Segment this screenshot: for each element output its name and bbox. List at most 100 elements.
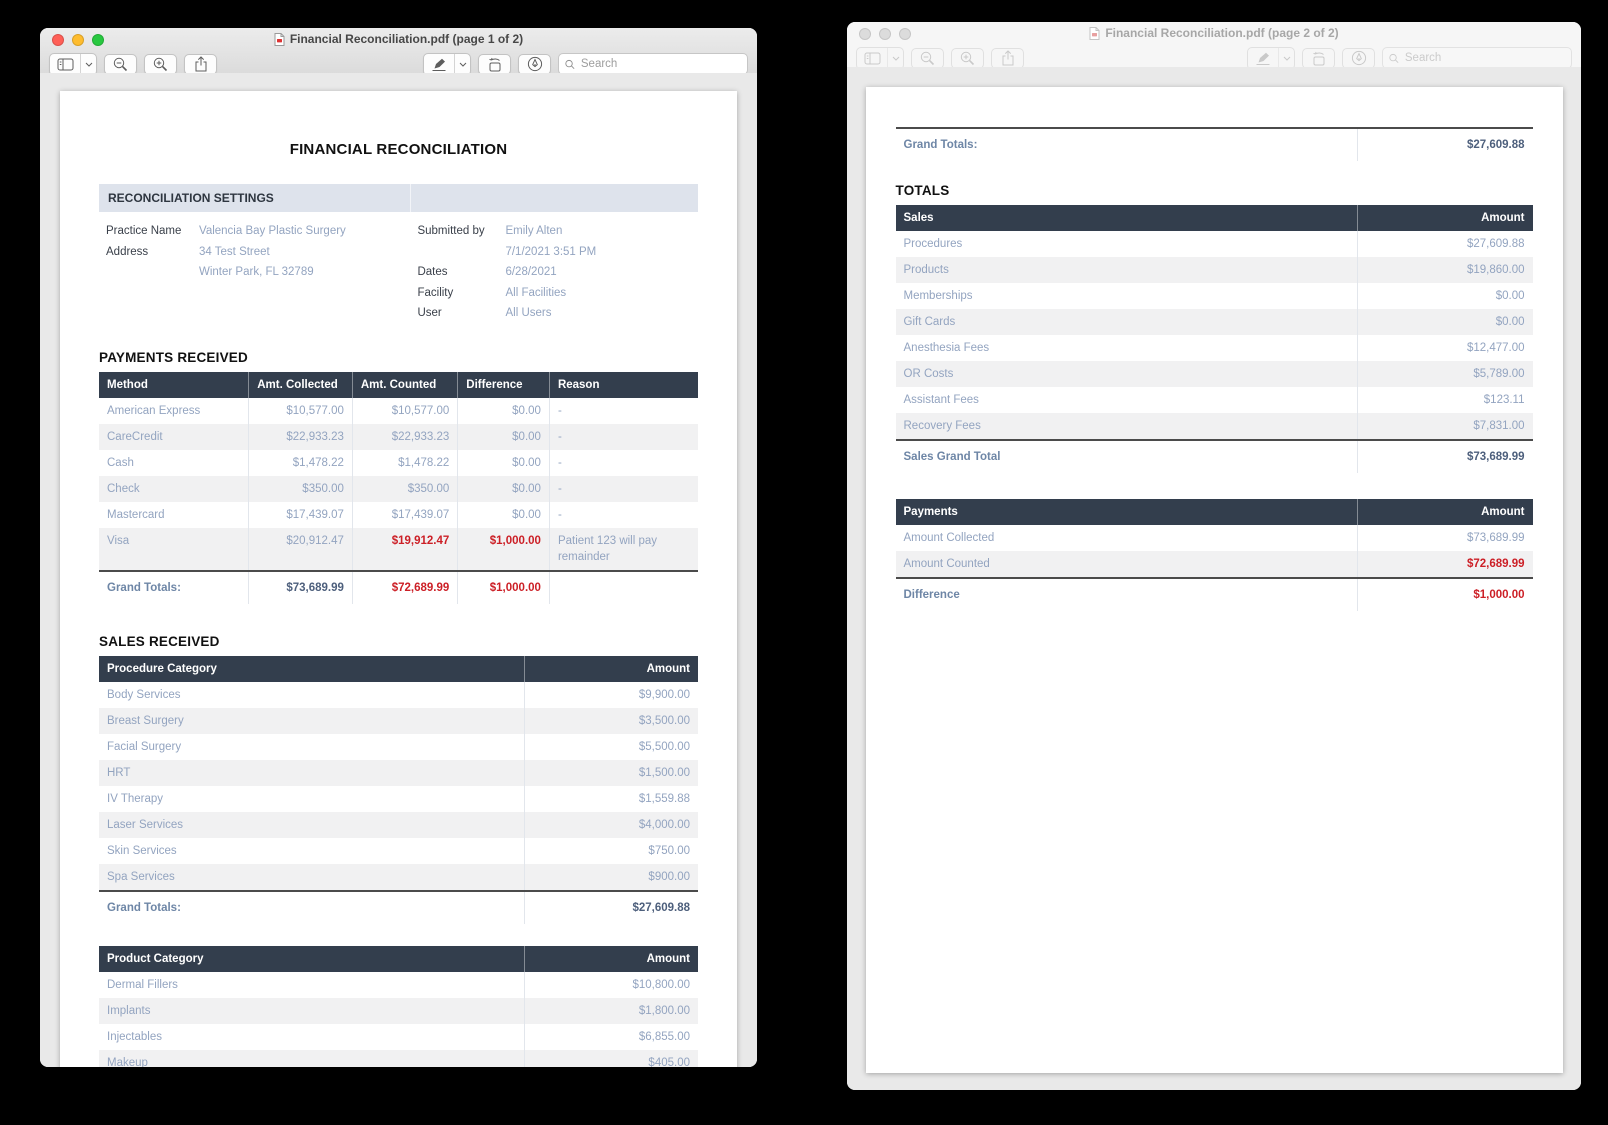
zoom-out-button[interactable] (104, 53, 137, 75)
close-button[interactable] (859, 28, 871, 40)
rotate-button[interactable] (1302, 47, 1335, 69)
table-cell: $1,500.00 (523, 759, 698, 786)
sales-received-heading: SALES RECEIVED (99, 633, 220, 649)
table-cell: Recovery Fees (895, 413, 1358, 440)
table-header-row: Procedure Category Amount (99, 655, 698, 682)
table-cell: $27,609.88 (523, 889, 698, 924)
window-chrome: Financial Reconciliation.pdf (page 2 of … (847, 22, 1581, 74)
totals-heading: TOTALS (895, 183, 950, 198)
table-row: Anesthesia Fees $12,477.00 (896, 335, 1533, 361)
zoom-in-icon (960, 51, 975, 65)
column-header: Reason (548, 371, 698, 398)
close-button[interactable] (52, 34, 64, 46)
titlebar[interactable]: Financial Reconciliation.pdf (page 1 of … (40, 28, 757, 49)
chevron-down-icon (85, 62, 92, 67)
table-row: Implants $1,800.00 (99, 997, 698, 1024)
table-row: Assistant Fees $123.11 (896, 387, 1533, 413)
table-row: Visa $20,912.47 $19,912.47 $1,000.00 Patient… (99, 527, 698, 571)
table-cell: Facial Surgery (107, 740, 182, 753)
preview-window-page1: Financial Reconciliation.pdf (page 1 of … (40, 28, 757, 1067)
table-cell: Implants (99, 997, 525, 1024)
sketch-markup-button[interactable] (518, 53, 551, 75)
search-input[interactable] (578, 57, 741, 71)
field-label: Practice Name (106, 225, 182, 237)
document-viewport[interactable]: Grand Totals: $27,609.88 TOTALS Sales Amou… (847, 67, 1581, 1090)
table-cell: Anesthesia Fees (903, 342, 990, 354)
table-header-row: Product Category Amount (99, 945, 698, 972)
column-header: Amount (523, 945, 698, 972)
table-row: Spa Services $900.00 (99, 863, 698, 891)
table-cell: $350.00 (351, 475, 458, 502)
table-cell: $22,933.23 (248, 423, 353, 450)
table-cell: $0.00 (457, 501, 550, 528)
minimize-button[interactable] (879, 28, 891, 40)
table-row: Grand Totals: $27,609.88 (99, 889, 698, 924)
table-cell: Grand Totals: (99, 889, 525, 924)
pdf-document-icon (1089, 26, 1100, 40)
table-cell: $5,789.00 (1356, 361, 1533, 387)
table-row: HRT $1,500.00 (99, 759, 698, 786)
table-cell: Products (895, 257, 1358, 283)
fullscreen-button[interactable] (899, 28, 911, 40)
search-icon (1389, 53, 1399, 63)
table-cell: $0.00 (457, 449, 550, 476)
table-cell: $27,609.88 (1356, 231, 1533, 257)
table-cell: $3,500.00 (523, 707, 698, 734)
zoom-in-icon (153, 57, 168, 71)
table-cell: Patient 123 will pay remainder (548, 527, 698, 571)
markup-pen-button[interactable] (423, 52, 471, 76)
field-label: Submitted by (417, 225, 485, 237)
table-cell: $123.11 (1356, 387, 1533, 413)
table-row: Memberships $0.00 (896, 283, 1533, 309)
sketch-markup-button[interactable] (1342, 47, 1375, 69)
table-cell: Injectables (107, 1030, 162, 1043)
share-button[interactable] (184, 53, 217, 75)
table-cell: $73,689.99 (248, 569, 353, 604)
rotate-left-icon (1312, 51, 1324, 66)
table-row: Breast Surgery $3,500.00 (99, 707, 698, 734)
table-cell: $750.00 (523, 837, 698, 864)
marker-pen-icon (432, 58, 446, 71)
table-cell: $12,477.00 (1356, 335, 1533, 361)
column-header: Amount (1356, 499, 1533, 525)
window-title: Financial Reconciliation.pdf (page 1 of … (289, 32, 524, 46)
zoom-in-button[interactable] (951, 47, 984, 69)
table-cell: $9,900.00 (523, 681, 698, 708)
table-row: Grand Totals: $27,609.88 (895, 127, 1533, 161)
table-cell: $19,912.47 (351, 527, 458, 571)
sidebar-icon (57, 58, 73, 70)
table-cell: $1,559.88 (523, 785, 698, 812)
table-cell: Skin Services (107, 844, 177, 857)
zoom-out-button[interactable] (911, 47, 944, 69)
table-row: Check $350.00 $350.00 $0.00- (99, 475, 698, 502)
document-title: FINANCIAL RECONCILIATION (289, 141, 508, 158)
titlebar[interactable]: Financial Reconciliation.pdf (page 2 of … (847, 22, 1581, 43)
table-cell: $72,689.99 (351, 569, 458, 604)
search-field (1382, 47, 1572, 69)
field-value: 7/1/2021 3:51 PM (505, 245, 597, 258)
field-value: All Facilities (505, 286, 567, 299)
search-input[interactable] (1402, 51, 1565, 65)
table-cell: Laser Services (99, 811, 525, 838)
table-row: Amount Counted $72,689.99 (895, 551, 1533, 578)
table-row: Sales Grand Total $73,689.99 (895, 439, 1533, 473)
table-cell: $27,609.88 (1356, 127, 1533, 161)
payments-received-heading: PAYMENTS RECEIVED (99, 349, 248, 365)
field-label: Address (106, 245, 149, 258)
settings-fields: Practice Name Valencia Bay Plastic Surger… (99, 212, 698, 324)
table-cell: $17,439.07 (248, 501, 353, 528)
table-row: Skin Services $750.00 (99, 837, 698, 864)
table-cell: $1,000.00 (457, 569, 550, 604)
share-button[interactable] (991, 47, 1024, 69)
pdf-page-2: Grand Totals: $27,609.88 TOTALS Sales Amou… (865, 87, 1563, 1073)
document-viewport[interactable]: FINANCIAL RECONCILIATION RECONCILIATION … (40, 73, 757, 1067)
table-row: Products $19,860.00 (895, 257, 1533, 283)
minimize-button[interactable] (72, 34, 84, 46)
share-icon (195, 56, 206, 72)
table-cell: Dermal Fillers (107, 978, 178, 991)
fullscreen-button[interactable] (92, 34, 104, 46)
zoom-in-button[interactable] (144, 53, 177, 75)
rotate-button[interactable] (478, 53, 511, 75)
rotate-left-icon (488, 57, 500, 72)
table-cell: Memberships (903, 290, 973, 302)
